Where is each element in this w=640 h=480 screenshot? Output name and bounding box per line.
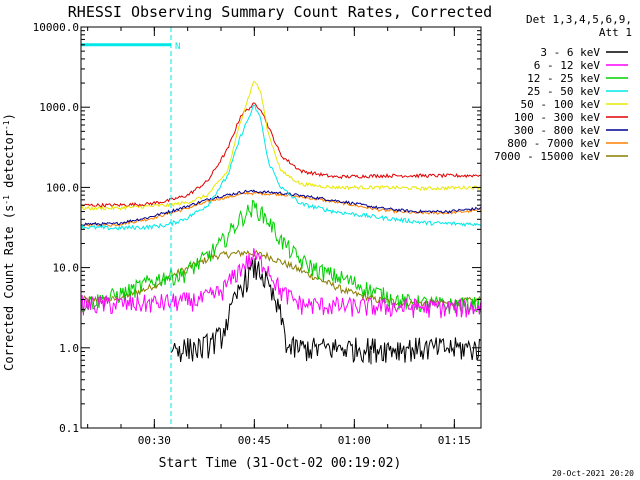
series-line-0 <box>170 258 481 364</box>
legend-label-1: 6 - 12 keV <box>534 59 601 72</box>
y-tick-label-5: 10000.0 <box>33 21 79 34</box>
legend-header-attenuator: Att 1 <box>599 26 632 39</box>
legend-label-3: 25 - 50 keV <box>527 85 600 98</box>
series-group: N <box>81 27 481 428</box>
legend-label-2: 12 - 25 keV <box>527 72 600 85</box>
night-marker-label: N <box>175 42 180 52</box>
y-tick-label-3: 100.0 <box>46 181 79 194</box>
chart-title: RHESSI Observing Summary Count Rates, Co… <box>68 3 492 21</box>
legend-label-5: 100 - 300 keV <box>514 111 600 124</box>
series-line-3 <box>81 104 481 231</box>
legend-label-6: 300 - 800 keV <box>514 124 600 137</box>
series-line-5 <box>81 102 481 208</box>
y-tick-label-4: 1000.0 <box>39 101 79 114</box>
y-tick-label-0: 0.1 <box>59 422 79 435</box>
x-tick-label-2: 01:00 <box>338 434 371 447</box>
x-tick-label-0: 00:30 <box>138 434 171 447</box>
series-line-6 <box>81 189 481 226</box>
y-tick-label-1: 1.0 <box>59 342 79 355</box>
series-line-7 <box>81 191 481 228</box>
plot-area: N 0.1 1.0 10.0 100.0 1000.0 10000.0 00:30 00:45 0… <box>33 21 482 447</box>
y-axis-label: Corrected Count Rate (s-1 detector-1) <box>2 113 16 371</box>
y-tick-label-2: 10.0 <box>53 262 80 275</box>
x-axis-label: Start Time (31-Oct-02 00:19:02) <box>159 456 402 471</box>
plot-frame <box>80 26 482 429</box>
legend-label-7: 800 - 7000 keV <box>507 137 600 150</box>
x-tick-label-3: 01:15 <box>438 434 471 447</box>
legend-label-4: 50 - 100 keV <box>521 98 601 111</box>
x-tick-label-1: 00:45 <box>238 434 271 447</box>
legend-label-8: 7000 - 15000 keV <box>494 150 600 163</box>
series-line-1 <box>81 248 481 319</box>
series-line-4 <box>81 80 481 211</box>
legend-header-detectors: Det 1,3,4,5,6,9, <box>526 13 632 26</box>
legend-label-0: 3 - 6 keV <box>540 46 600 59</box>
footer-date: 20-Oct-2021 20:20 <box>552 469 634 478</box>
